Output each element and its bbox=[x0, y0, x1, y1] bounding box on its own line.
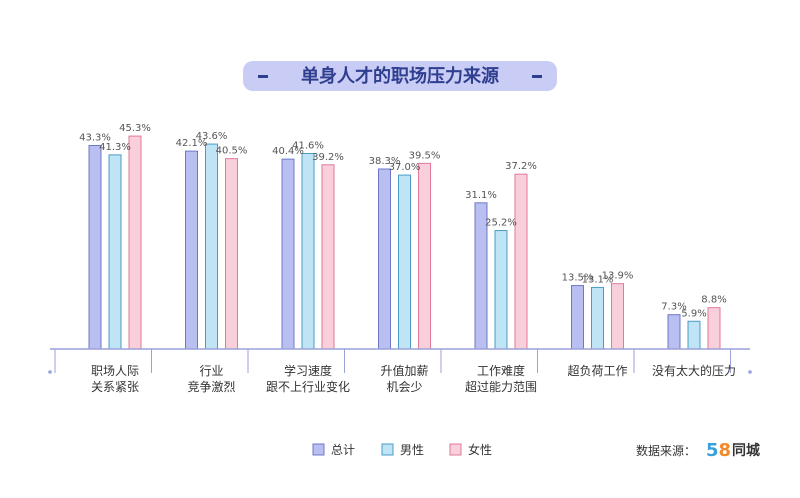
bar-male-6 bbox=[687, 320, 701, 350]
title-dash-right bbox=[532, 75, 542, 78]
bar-male-0 bbox=[108, 154, 122, 350]
source-label: 数据来源： bbox=[636, 443, 696, 458]
legend-swatch-female bbox=[449, 443, 462, 456]
x-axis bbox=[48, 348, 752, 374]
category-label-2-0: 学习速度 bbox=[284, 363, 332, 378]
bar-label-male-2: 41.6% bbox=[292, 140, 324, 151]
bar-label-female-0: 45.3% bbox=[119, 123, 151, 134]
bar-label-male-4: 25.2% bbox=[485, 218, 517, 229]
bar-label-female-6: 8.8% bbox=[701, 295, 726, 306]
source-logo-digits: 58 bbox=[706, 440, 731, 461]
category-label-0-1: 关系紧张 bbox=[91, 380, 139, 394]
x-axis-end-dot-right bbox=[748, 370, 752, 374]
bar-label-female-5: 13.9% bbox=[602, 271, 634, 282]
chart-title: 单身人才的职场压力来源 bbox=[301, 65, 499, 87]
legend-label-total: 总计 bbox=[331, 443, 355, 457]
x-axis-end-dot-left bbox=[48, 370, 52, 374]
bar-label-male-6: 5.9% bbox=[681, 308, 706, 319]
bar-female-6 bbox=[707, 307, 721, 350]
legend-swatch-total bbox=[312, 443, 325, 456]
bar-label-female-4: 37.2% bbox=[505, 161, 537, 172]
bar-label-total-0: 43.3% bbox=[79, 132, 111, 143]
bar-labels-group: 43.3% 42.1% 40.4% 38.3% 31.1% 13.5% 7.3% 41.3% 4… bbox=[79, 123, 727, 319]
bar-label-male-5: 13.1% bbox=[582, 274, 614, 285]
bar-label-male-0: 41.3% bbox=[99, 142, 131, 153]
bar-label-total-3: 38.3% bbox=[369, 156, 401, 167]
bar-female-2 bbox=[321, 164, 335, 350]
bar-female-1 bbox=[225, 158, 238, 350]
bar-male-3 bbox=[398, 174, 411, 350]
bar-male-4 bbox=[494, 230, 508, 350]
bars-group bbox=[88, 135, 721, 350]
bar-label-total-2: 40.4% bbox=[272, 146, 304, 157]
category-label-1-1: 竞争激烈 bbox=[187, 380, 235, 394]
bar-label-total-6: 7.3% bbox=[661, 302, 686, 313]
category-label-3-1: 机会少 bbox=[386, 380, 422, 394]
title-dash-left bbox=[258, 75, 268, 78]
legend-label-male: 男性 bbox=[400, 443, 424, 457]
legend-label-female: 女性 bbox=[468, 442, 492, 457]
legend: 总计 男性 女性 bbox=[312, 442, 492, 457]
bar-female-0 bbox=[128, 135, 142, 350]
bar-total-2 bbox=[281, 158, 295, 350]
category-label-0-0: 职场人际 bbox=[91, 364, 139, 378]
source-logo-name: 同城 bbox=[732, 442, 760, 459]
bar-male-5 bbox=[591, 286, 604, 350]
bar-label-total-4: 31.1% bbox=[465, 190, 497, 201]
title-bar bbox=[243, 61, 557, 91]
chart-title-banner: 单身人才的职场压力来源 bbox=[243, 61, 557, 91]
bar-female-3 bbox=[418, 162, 431, 350]
bar-female-5 bbox=[611, 283, 624, 350]
bar-total-0 bbox=[88, 144, 102, 350]
bar-label-male-1: 43.6% bbox=[196, 131, 228, 142]
bar-total-3 bbox=[378, 168, 391, 350]
bar-male-2 bbox=[301, 152, 315, 350]
bar-label-female-3: 39.5% bbox=[409, 150, 441, 161]
category-label-4-0: 工作难度 bbox=[477, 363, 525, 378]
bar-label-male-3: 37.0% bbox=[389, 162, 421, 173]
bar-total-1 bbox=[185, 150, 198, 350]
bar-total-6 bbox=[667, 314, 681, 350]
bar-female-4 bbox=[514, 173, 528, 350]
bar-total-5 bbox=[571, 285, 584, 350]
category-label-2-1: 跟不上行业变化 bbox=[266, 379, 350, 394]
legend-swatch-male bbox=[381, 443, 394, 456]
category-label-1-0: 行业 bbox=[199, 364, 223, 378]
category-label-6-0: 没有太大的压力 bbox=[652, 363, 736, 378]
bar-label-female-1: 40.5% bbox=[216, 146, 248, 157]
bar-label-female-2: 39.2% bbox=[312, 152, 344, 163]
category-label-3-0: 升值加薪 bbox=[380, 363, 428, 378]
data-source: 数据来源： 58 同城 bbox=[636, 440, 760, 461]
category-label-5-0: 超负荷工作 bbox=[567, 363, 627, 378]
category-label-4-1: 超过能力范围 bbox=[465, 379, 537, 394]
bar-label-total-1: 42.1% bbox=[176, 138, 208, 149]
bar-label-total-5: 13.5% bbox=[562, 273, 594, 284]
bar-male-1 bbox=[205, 143, 218, 350]
